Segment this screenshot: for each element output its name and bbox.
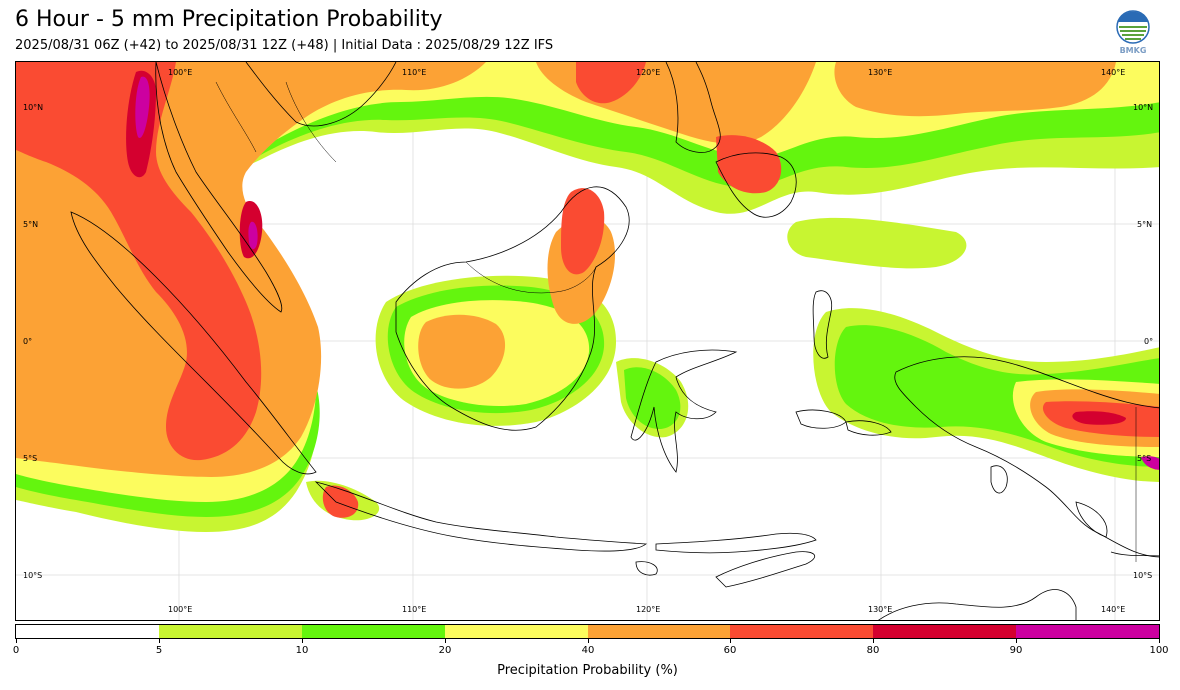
lat-label-left-10s: 10°S	[23, 571, 43, 580]
colorbar-segment	[587, 625, 731, 638]
colorbar-tick-label: 80	[866, 645, 880, 656]
lat-label-right-0: 0°	[1144, 337, 1154, 346]
colorbar-tick	[1016, 639, 1017, 643]
lon-label-top-120e: 120°E	[636, 68, 661, 77]
colorbar-tick	[588, 639, 589, 643]
coastlines	[70, 62, 1159, 620]
colorbar-segment	[158, 625, 303, 638]
lon-label-bottom-140e: 140°E	[1101, 605, 1126, 614]
colorbar-tick	[302, 639, 303, 643]
colorbar-tick-label: 10	[295, 645, 309, 656]
colorbar-segment	[873, 625, 1017, 638]
lon-label-top-100e: 100°E	[168, 68, 193, 77]
bmkg-logo: BMKG	[1112, 10, 1154, 56]
lon-label-top-130e: 130°E	[868, 68, 893, 77]
colorbar-tick-label: 0	[12, 645, 20, 656]
colorbar-segment	[730, 625, 874, 638]
lat-label-right-5s: 5°S	[1137, 454, 1152, 463]
colorbar-tick-label: 5	[155, 645, 163, 656]
colorbar-tick	[1159, 639, 1160, 643]
colorbar-title: Precipitation Probability (%)	[497, 663, 678, 678]
colorbar-tick	[873, 639, 874, 643]
lat-label-right-10s: 10°S	[1133, 571, 1153, 580]
colorbar-segment	[444, 625, 588, 638]
logo-text: BMKG	[1120, 46, 1147, 55]
map-canvas	[16, 62, 1159, 620]
colorbar-tick-label: 40	[581, 645, 595, 656]
lat-label-left-10n: 10°N	[23, 103, 44, 112]
colorbar-tick-label: 100	[1149, 645, 1169, 656]
lat-label-left-5n: 5°N	[23, 220, 39, 229]
lon-label-top-110e: 110°E	[402, 68, 427, 77]
borders	[215, 81, 1137, 562]
colorbar-tick	[16, 639, 17, 643]
map-subtitle: 2025/08/31 06Z (+42) to 2025/08/31 12Z (…	[15, 38, 554, 53]
colorbar-tick-label: 20	[438, 645, 452, 656]
lat-label-left-0: 0°	[23, 337, 33, 346]
colorbar-tick	[159, 639, 160, 643]
colorbar-tick	[730, 639, 731, 643]
lon-label-bottom-120e: 120°E	[636, 605, 661, 614]
colorbar	[15, 624, 1160, 639]
map-title: 6 Hour - 5 mm Precipitation Probability	[15, 7, 443, 32]
colorbar-tick-label: 60	[723, 645, 737, 656]
colorbar-tick	[445, 639, 446, 643]
lon-label-top-140e: 140°E	[1101, 68, 1126, 77]
colorbar-segment	[16, 625, 160, 638]
lat-label-left-5s: 5°S	[23, 454, 38, 463]
probability-90-100-layer	[135, 76, 1159, 470]
lon-label-bottom-100e: 100°E	[168, 605, 193, 614]
lon-label-bottom-110e: 110°E	[402, 605, 427, 614]
lat-label-right-10n: 10°N	[1133, 103, 1154, 112]
lon-label-bottom-130e: 130°E	[868, 605, 893, 614]
lat-label-right-5n: 5°N	[1137, 220, 1153, 229]
precipitation-map: 100°E 110°E 120°E 130°E 140°E 100°E 110°…	[15, 61, 1160, 621]
colorbar-tick-label: 90	[1009, 645, 1023, 656]
colorbar-segment	[1016, 625, 1159, 638]
colorbar-segment	[301, 625, 446, 638]
